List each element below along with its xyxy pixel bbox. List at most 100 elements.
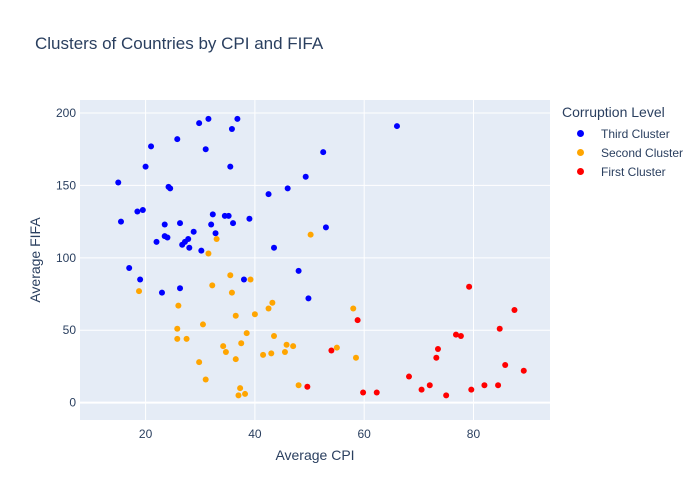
data-point[interactable] — [284, 185, 291, 192]
data-point[interactable] — [134, 208, 141, 215]
data-point[interactable] — [271, 244, 278, 251]
data-point[interactable] — [117, 218, 124, 225]
data-point[interactable] — [186, 244, 193, 251]
data-point[interactable] — [511, 306, 518, 313]
data-point[interactable] — [307, 231, 314, 238]
data-point[interactable] — [433, 354, 440, 361]
data-point[interactable] — [126, 264, 133, 271]
data-point[interactable] — [406, 373, 412, 380]
data-point[interactable] — [495, 382, 502, 389]
data-point[interactable] — [232, 356, 239, 363]
data-point[interactable] — [373, 389, 380, 396]
data-point[interactable] — [246, 215, 253, 222]
data-point[interactable] — [333, 344, 340, 351]
data-point[interactable] — [202, 146, 209, 153]
data-point[interactable] — [295, 382, 302, 389]
data-point[interactable] — [304, 383, 311, 390]
data-point[interactable] — [354, 317, 361, 324]
data-point[interactable] — [174, 335, 181, 342]
data-point[interactable] — [237, 385, 244, 392]
data-point[interactable] — [360, 389, 367, 396]
data-point[interactable] — [139, 207, 146, 214]
data-point[interactable] — [453, 331, 459, 338]
data-point[interactable] — [418, 386, 425, 393]
data-point[interactable] — [234, 115, 241, 122]
data-point[interactable] — [153, 238, 160, 245]
data-point[interactable] — [183, 335, 190, 342]
data-point[interactable] — [164, 234, 171, 241]
data-point[interactable] — [243, 330, 250, 337]
data-point[interactable] — [320, 149, 327, 156]
data-point[interactable] — [426, 382, 433, 389]
data-point[interactable] — [328, 347, 335, 354]
data-point[interactable] — [260, 351, 267, 358]
data-point[interactable] — [457, 333, 464, 340]
data-point[interactable] — [213, 236, 220, 243]
data-point[interactable] — [196, 120, 203, 127]
data-point[interactable] — [209, 211, 216, 218]
data-point[interactable] — [205, 115, 212, 122]
data-point[interactable] — [205, 250, 212, 257]
data-point[interactable] — [268, 350, 275, 357]
legend-item-second-cluster[interactable]: Second Cluster — [562, 143, 683, 162]
data-point[interactable] — [322, 224, 329, 231]
data-point[interactable] — [434, 346, 441, 353]
data-point[interactable] — [290, 343, 297, 350]
data-point[interactable] — [225, 212, 232, 219]
data-point[interactable] — [466, 283, 473, 290]
data-point[interactable] — [177, 285, 184, 292]
data-point[interactable] — [222, 348, 229, 355]
data-point[interactable] — [468, 386, 475, 393]
data-point[interactable] — [199, 321, 206, 328]
data-point[interactable] — [212, 230, 219, 237]
data-point[interactable] — [269, 299, 276, 306]
data-point[interactable] — [302, 173, 309, 180]
data-point[interactable] — [190, 228, 197, 235]
data-point[interactable] — [230, 220, 237, 227]
data-point[interactable] — [281, 348, 288, 355]
data-point[interactable] — [196, 359, 203, 366]
data-point[interactable] — [158, 289, 165, 296]
data-point[interactable] — [115, 179, 122, 186]
data-point[interactable] — [352, 354, 359, 361]
data-point[interactable] — [137, 276, 144, 283]
data-point[interactable] — [136, 288, 143, 295]
data-point[interactable] — [238, 340, 245, 347]
data-point[interactable] — [208, 221, 215, 228]
data-point[interactable] — [202, 376, 209, 383]
data-point[interactable] — [232, 312, 239, 319]
data-point[interactable] — [305, 295, 312, 302]
data-point[interactable] — [520, 367, 527, 374]
data-point[interactable] — [227, 272, 234, 279]
data-point[interactable] — [247, 276, 254, 283]
data-point[interactable] — [265, 191, 272, 198]
data-point[interactable] — [148, 143, 155, 150]
data-point[interactable] — [177, 220, 184, 227]
data-point[interactable] — [175, 302, 182, 309]
data-point[interactable] — [161, 221, 168, 228]
data-point[interactable] — [167, 185, 174, 192]
data-point[interactable] — [242, 390, 249, 397]
data-point[interactable] — [251, 311, 258, 318]
data-point[interactable] — [185, 236, 192, 243]
data-point[interactable] — [228, 125, 235, 132]
data-point[interactable] — [443, 392, 450, 399]
data-point[interactable] — [142, 163, 149, 170]
data-point[interactable] — [271, 333, 278, 340]
data-point[interactable] — [502, 361, 509, 368]
data-point[interactable] — [265, 305, 272, 312]
data-point[interactable] — [198, 247, 205, 254]
data-point[interactable] — [481, 382, 488, 389]
data-point[interactable] — [174, 136, 181, 143]
data-point[interactable] — [283, 341, 290, 348]
data-point[interactable] — [209, 282, 216, 289]
legend-item-first-cluster[interactable]: First Cluster — [562, 162, 683, 181]
data-point[interactable] — [496, 325, 503, 332]
data-point[interactable] — [227, 163, 234, 170]
data-point[interactable] — [235, 392, 242, 399]
data-point[interactable] — [295, 267, 302, 274]
legend-item-third-cluster[interactable]: Third Cluster — [562, 124, 683, 143]
data-point[interactable] — [240, 276, 247, 283]
data-point[interactable] — [174, 325, 181, 332]
data-point[interactable] — [228, 289, 235, 296]
